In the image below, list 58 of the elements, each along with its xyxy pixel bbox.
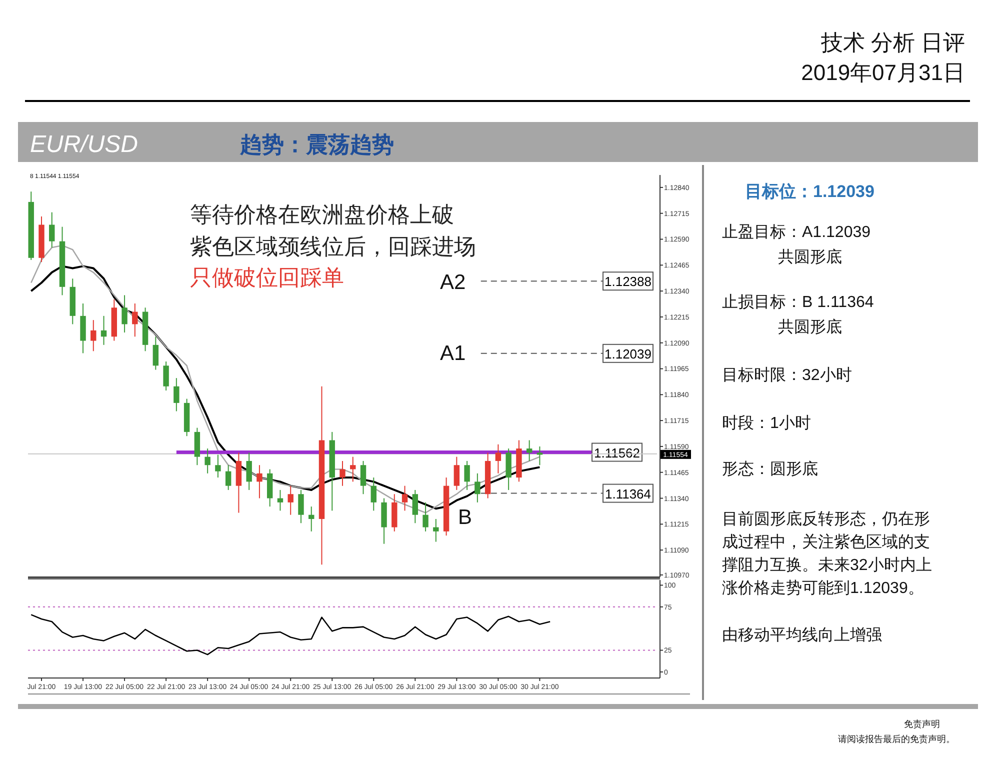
text: 时段：1小时 — [722, 414, 811, 432]
text: 技术 分析 日评 — [820, 30, 965, 55]
ref-line-label: 1.12039 — [604, 346, 652, 362]
candlestick — [174, 378, 180, 412]
candlestick — [90, 320, 96, 352]
candlestick — [495, 444, 502, 474]
candlestick — [350, 456, 356, 482]
candlestick — [433, 518, 439, 542]
text: 止盈目标：A1.12039 — [722, 223, 871, 241]
candlestick — [340, 460, 346, 486]
candlestick — [360, 460, 366, 495]
candlestick — [215, 454, 221, 478]
text: 止损目标：B 1.11364 — [722, 293, 874, 311]
candlestick — [474, 472, 480, 503]
candlestick — [422, 502, 428, 532]
candlestick — [152, 336, 159, 370]
annotation: A2 — [440, 271, 466, 294]
candlestick — [49, 212, 55, 248]
candlestick — [402, 485, 408, 512]
candlestick — [288, 485, 294, 516]
text: 共圆形底 — [778, 318, 842, 336]
annotation: 等待价格在欧洲盘价格上破 — [190, 202, 454, 227]
candlestick — [277, 489, 284, 512]
candlestick — [122, 294, 128, 333]
candlestick — [464, 460, 470, 490]
ref-line-label: 1.11364 — [604, 486, 652, 502]
text: 请阅读报告最后的免责声明。 — [838, 734, 955, 744]
candlestick — [100, 315, 107, 346]
annotation: B — [458, 506, 472, 529]
annotation: 紫色区域颈线位后，回踩进场 — [190, 234, 476, 259]
candlestick — [298, 489, 304, 524]
candlestick — [308, 506, 314, 532]
candlestick — [412, 489, 418, 524]
line-series — [30, 614, 551, 656]
candlestick — [246, 452, 252, 490]
annotation: 只做破位回踩单 — [190, 265, 344, 290]
annotation: A1 — [440, 342, 466, 365]
candlestick — [454, 456, 460, 490]
candlestick — [526, 440, 532, 462]
candlestick — [204, 448, 210, 474]
candlestick — [225, 464, 232, 490]
text: 目前圆形底反转形态，仍在形成过程中，关注紫色区域的支撑阻力互换。未来32小时内上涨价格走势可能到1.12039。 — [722, 510, 932, 597]
candlestick — [163, 360, 169, 392]
text: 共圆形底 — [778, 248, 842, 266]
text: 免责声明 — [904, 719, 940, 729]
candlestick — [132, 302, 138, 338]
chart-title: EUR/USD — [30, 131, 138, 158]
candlestick — [370, 477, 376, 512]
text: 目标位：1.12039 — [745, 182, 874, 201]
text: 由移动平均线向上增强 — [722, 626, 882, 644]
ref-line-label: 1.12388 — [604, 274, 652, 290]
chart-subtitle: 趋势：震荡趋势 — [239, 132, 394, 157]
candlestick — [256, 464, 262, 499]
text: 形态：圆形底 — [722, 460, 818, 478]
text: 目标时限：32小时 — [722, 366, 852, 384]
text: 2019年07月31日 — [801, 60, 965, 85]
candlestick — [536, 446, 543, 466]
annotation: 1.11562 — [594, 445, 640, 460]
